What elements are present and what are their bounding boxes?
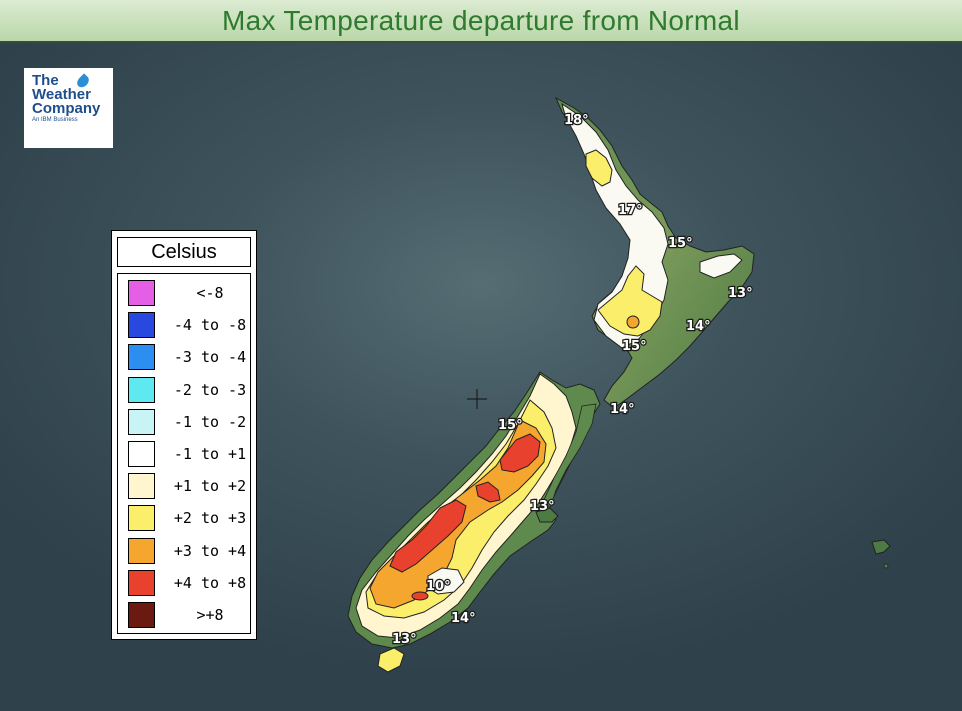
legend-label: >+8 xyxy=(196,606,224,624)
legend-swatch xyxy=(128,408,155,435)
legend-item: -3 to -4 xyxy=(128,344,252,372)
chatham-small-island xyxy=(883,563,889,569)
stewart-island xyxy=(377,647,405,673)
central-plateau-hot-spot xyxy=(626,315,640,329)
legend-swatch xyxy=(128,376,155,403)
temperature-label: 13° xyxy=(728,286,753,301)
legend-item: >+8 xyxy=(128,602,252,630)
temperature-label: 15° xyxy=(498,418,523,433)
legend-label: -4 to -8 xyxy=(173,316,247,335)
central-plateau-warm-zone xyxy=(597,265,663,337)
legend-label: -2 to -3 xyxy=(173,380,247,399)
legend-item: -1 to +1 xyxy=(128,441,252,469)
legend-swatch xyxy=(128,537,155,564)
legend-label: +3 to +4 xyxy=(173,541,247,560)
legend-label: +1 to +2 xyxy=(173,477,247,496)
weather-company-logo: The Weather Company An IBM Business xyxy=(24,68,113,148)
legend-swatch xyxy=(128,505,155,532)
logo-line-4: An IBM Business xyxy=(32,117,78,123)
legend-label: -3 to -4 xyxy=(173,348,247,367)
legend-label: +4 to +8 xyxy=(173,573,247,592)
hot-spot-middle xyxy=(475,481,501,503)
hot-spot-small xyxy=(411,591,429,601)
logo-line-3: Company xyxy=(32,100,101,117)
hot-spot-north xyxy=(499,433,541,473)
temperature-label: 14° xyxy=(451,611,476,626)
legend-item: +3 to +4 xyxy=(128,537,252,566)
legend-label: -1 to -2 xyxy=(173,412,247,431)
temperature-label: 18° xyxy=(564,113,589,128)
legend-swatch xyxy=(128,602,155,628)
legend-item: +4 to +8 xyxy=(128,569,252,598)
temperature-label: 15° xyxy=(622,339,647,354)
legend-item: <-8 xyxy=(128,280,252,308)
legend-items: <-8 -4 to -8 -3 to -4 -2 to -3 -1 to -2 -1 to… xyxy=(117,273,251,634)
legend-swatch xyxy=(128,312,155,339)
legend-label: -1 to +1 xyxy=(173,445,247,463)
logo-line-1: The xyxy=(32,72,59,89)
crosshair-marker xyxy=(467,389,487,409)
legend: Celsius <-8 -4 to -8 -3 to -4 -2 to -3 -1 to… xyxy=(111,230,257,640)
temperature-label: 13° xyxy=(392,632,417,647)
legend-swatch xyxy=(128,344,155,371)
temperature-label: 15° xyxy=(668,236,693,251)
legend-swatch xyxy=(128,569,155,596)
temperature-label: 13° xyxy=(530,499,555,514)
map-title: Max Temperature departure from Normal xyxy=(222,4,740,36)
temperature-label: 10° xyxy=(426,579,451,594)
legend-item: -2 to -3 xyxy=(128,376,252,405)
central-otago-neutral-zone xyxy=(427,567,465,595)
legend-title: Celsius xyxy=(117,237,251,267)
legend-item: -4 to -8 xyxy=(128,312,252,340)
temperature-labels: 18° 17° 15° 13° 14° 15° 14° 15° 13° 10° 14° 13° xyxy=(391,112,754,649)
canterbury-coast xyxy=(543,403,597,509)
legend-swatch xyxy=(128,441,155,467)
legend-swatch xyxy=(128,280,155,306)
hot-spot-south xyxy=(389,499,467,573)
legend-swatch xyxy=(128,473,155,500)
chatham-islands xyxy=(871,539,891,555)
legend-item: +2 to +3 xyxy=(128,505,252,533)
temperature-label: 14° xyxy=(686,319,711,334)
legend-item: -1 to -2 xyxy=(128,408,252,437)
legend-item: +1 to +2 xyxy=(128,473,252,501)
legend-label: +2 to +3 xyxy=(173,509,247,528)
title-bar: Max Temperature departure from Normal xyxy=(0,0,962,43)
temperature-label: 14° xyxy=(610,402,635,417)
northland-warm-zone xyxy=(585,149,613,187)
legend-label: <-8 xyxy=(196,284,224,302)
logo-line-2: Weather xyxy=(32,86,91,103)
banks-peninsula xyxy=(535,507,559,523)
east-cape-neutral-zone xyxy=(699,253,743,279)
temperature-label: 17° xyxy=(618,203,643,218)
